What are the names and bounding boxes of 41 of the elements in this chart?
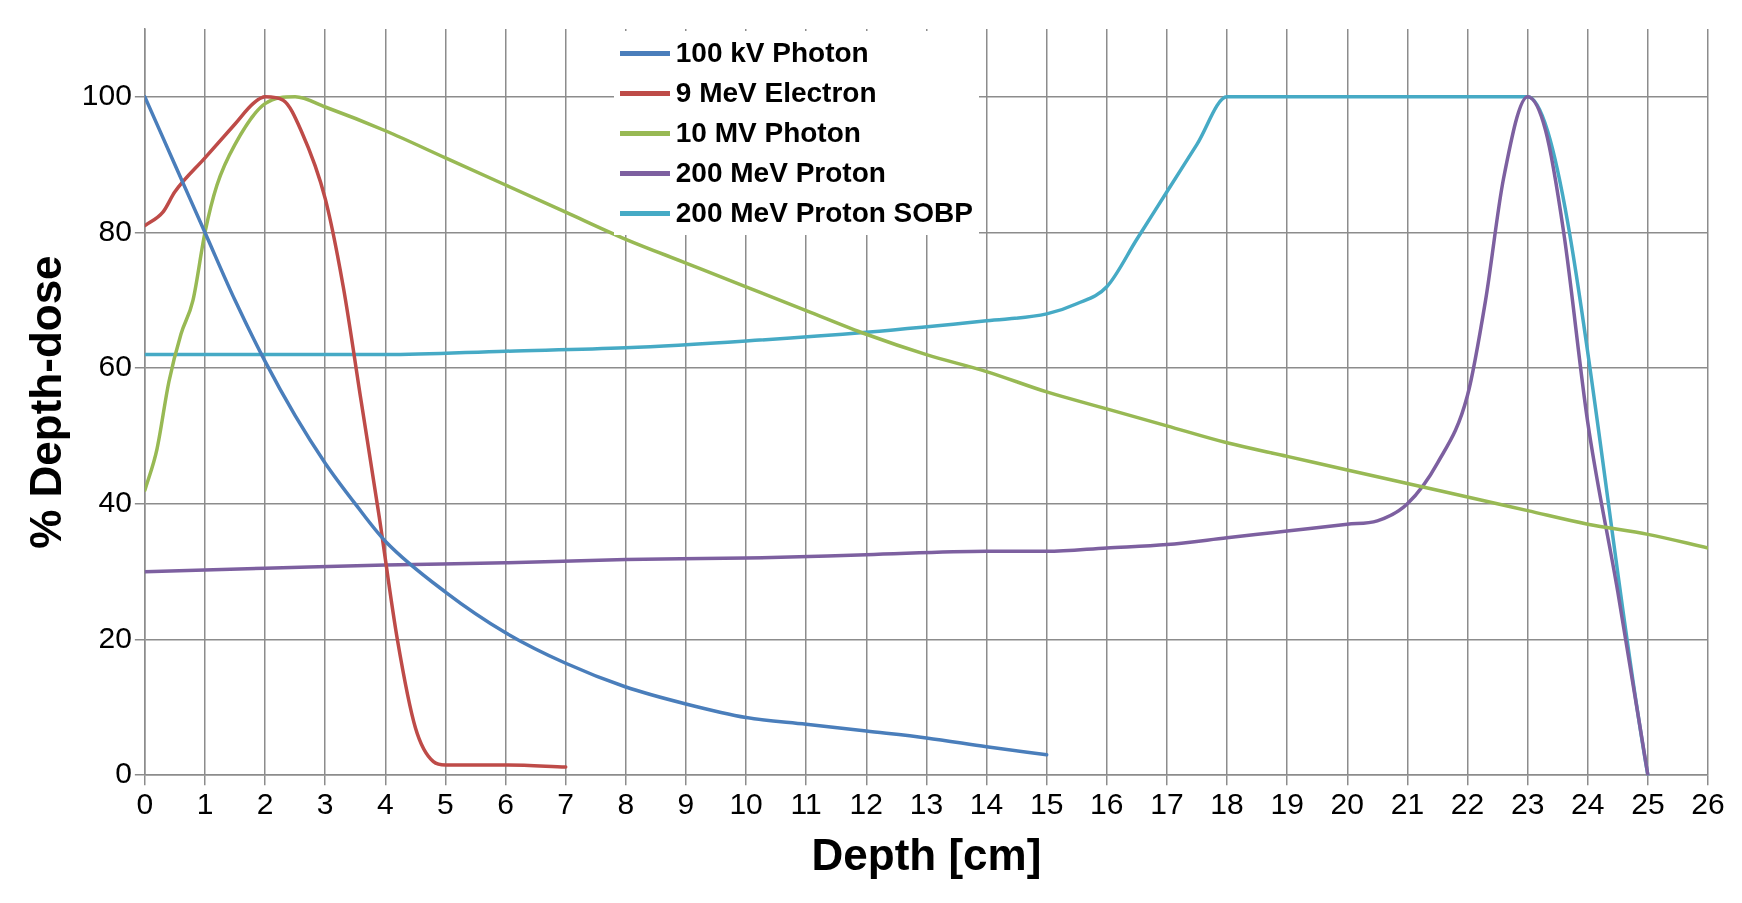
x-tick-label: 16 (1090, 787, 1124, 821)
x-tick-label: 26 (1691, 787, 1725, 821)
x-tick-label: 14 (969, 787, 1004, 821)
x-tick-label: 4 (376, 787, 394, 821)
y-tick-label: 0 (115, 756, 132, 790)
x-tick-label: 18 (1210, 787, 1244, 821)
x-tick-label: 22 (1450, 787, 1485, 821)
y-tick-label: 40 (98, 485, 132, 519)
x-tick-label: 24 (1571, 787, 1605, 821)
legend-label: 200 MeV Proton (675, 156, 886, 190)
y-tick-label: 60 (98, 349, 132, 383)
x-tick-label: 20 (1330, 787, 1364, 821)
legend-label: 10 MV Photon (675, 116, 861, 150)
x-tick-label: 3 (316, 787, 334, 821)
x-tick-label: 19 (1270, 787, 1304, 821)
y-tick-label: 100 (81, 78, 132, 112)
x-tick-label: 1 (196, 787, 214, 821)
x-tick-label: 8 (617, 787, 635, 821)
x-tick-label: 17 (1150, 787, 1184, 821)
x-tick-label: 7 (557, 787, 575, 821)
x-tick-label: 12 (849, 787, 883, 821)
y-tick-label: 20 (98, 620, 132, 654)
x-tick-label: 25 (1631, 787, 1665, 821)
x-axis-title: Depth [cm] (811, 829, 1042, 879)
x-tick-label: 5 (437, 787, 454, 821)
x-tick-label: 9 (677, 787, 695, 821)
x-tick-label: 21 (1390, 787, 1425, 821)
legend-label: 100 kV Photon (675, 36, 869, 70)
x-tick-label: 0 (136, 787, 154, 821)
x-tick-label: 13 (909, 787, 944, 821)
legend-label: 200 MeV Proton SOBP (675, 196, 973, 230)
x-tick-label: 6 (497, 787, 514, 821)
y-tick-label: 80 (98, 213, 132, 247)
line-series (144, 95, 568, 769)
y-axis-title: % Depth-dose (20, 255, 70, 549)
x-tick-label: 11 (790, 787, 822, 821)
legend-label: 9 MeV Electron (675, 76, 877, 110)
x-tick-label: 10 (729, 787, 763, 821)
x-tick-label: 23 (1510, 787, 1545, 821)
x-tick-label: 2 (256, 787, 274, 821)
x-tick-label: 15 (1029, 787, 1064, 821)
